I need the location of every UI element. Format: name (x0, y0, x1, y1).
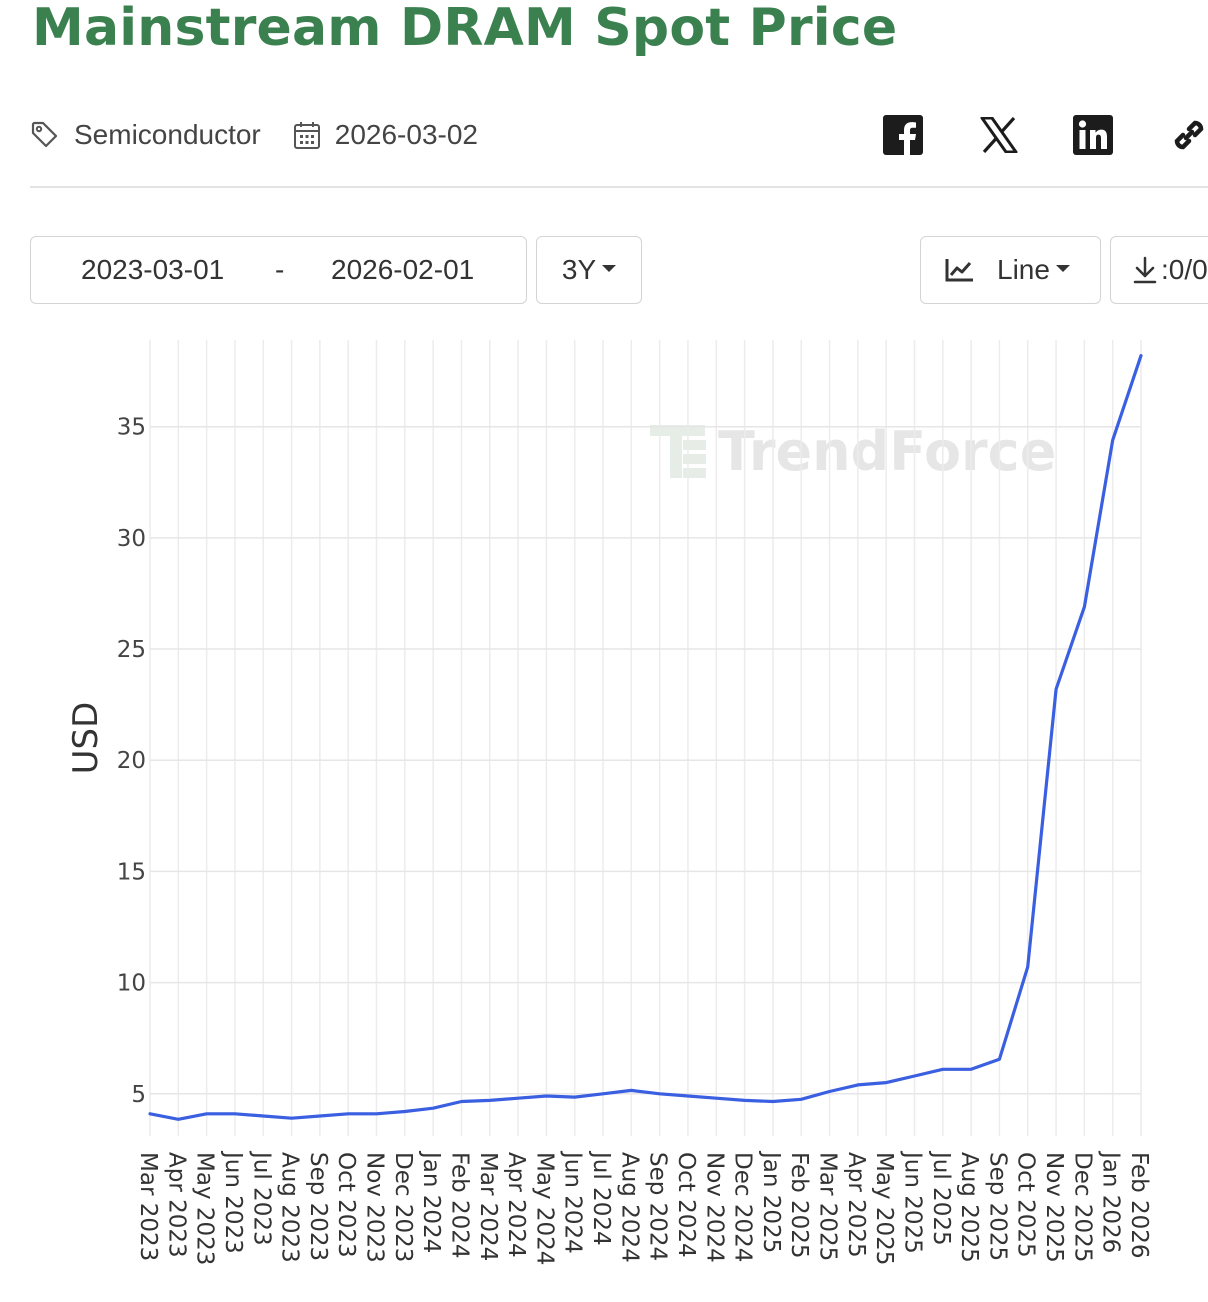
chevron-down-icon (602, 264, 617, 272)
x-tick-label: May 2024 (531, 1152, 557, 1265)
page-title: Mainstream DRAM Spot Price (32, 0, 898, 58)
watermark-text: TrendForce (718, 420, 1056, 483)
y-tick-label: 15 (117, 859, 146, 885)
x-tick-label: Feb 2026 (1126, 1152, 1152, 1259)
x-tick-label: Nov 2025 (1041, 1152, 1067, 1263)
price-series-line (148, 354, 1143, 1121)
share-x-button[interactable] (978, 114, 1020, 156)
publish-date: 2026-03-02 (293, 119, 478, 151)
period-dropdown[interactable]: 3Y (536, 236, 642, 304)
x-tick-label: Jun 2024 (560, 1150, 586, 1254)
start-date-input[interactable]: 2023-03-01 (81, 254, 225, 285)
article-meta: Semiconductor 2026-03-02 (30, 112, 478, 158)
share-linkedin-button[interactable] (1072, 114, 1114, 156)
linkedin-icon (1073, 115, 1113, 155)
x-tick-label: Oct 2025 (1013, 1152, 1039, 1258)
calendar-icon (293, 122, 320, 149)
download-button[interactable]: :0/0 (1110, 236, 1208, 304)
x-tick-label: Apr 2025 (843, 1152, 869, 1258)
x-tick-label: Jun 2025 (899, 1150, 925, 1254)
end-date-input[interactable]: 2026-02-01 (331, 254, 475, 285)
x-tick-label: Sep 2023 (305, 1152, 331, 1261)
share-facebook-button[interactable] (882, 114, 924, 156)
x-tick-label: Dec 2025 (1069, 1152, 1095, 1262)
x-tick-label: Sep 2025 (984, 1152, 1010, 1261)
chart-type-dropdown[interactable]: Line (920, 236, 1101, 304)
facebook-icon (883, 115, 923, 155)
period-label: 3Y (561, 254, 597, 285)
date-range-picker[interactable]: 2023-03-01 - 2026-02-01 (30, 236, 527, 304)
chart-type-label: Line (997, 254, 1050, 285)
download-label: :0/0 (1161, 254, 1208, 285)
x-tick-label: Jan 2025 (758, 1150, 784, 1253)
x-tick-label: Jan 2024 (418, 1150, 444, 1253)
y-tick-label: 35 (117, 415, 146, 441)
x-tick-label: Jan 2026 (1098, 1150, 1124, 1253)
x-tick-label: Mar 2024 (475, 1152, 501, 1261)
x-tick-label: Nov 2023 (362, 1152, 388, 1263)
x-tick-label: May 2025 (871, 1152, 897, 1265)
download-icon (1133, 256, 1157, 284)
x-tick-label: Aug 2024 (616, 1152, 642, 1263)
link-icon (1174, 120, 1204, 150)
x-tick-label: Mar 2023 (135, 1152, 161, 1261)
x-tick-label: Aug 2025 (956, 1152, 982, 1263)
tag-icon (31, 121, 58, 148)
x-tick-label: May 2023 (192, 1152, 218, 1265)
share-bar (880, 112, 1208, 158)
watermark: TrendForce (650, 420, 1056, 483)
x-tick-label: Jul 2025 (928, 1150, 954, 1246)
x-tick-label: Oct 2023 (333, 1152, 359, 1258)
x-tick-label: Aug 2023 (277, 1152, 303, 1263)
line-chart-icon (945, 259, 973, 282)
x-tick-label: Oct 2024 (673, 1152, 699, 1258)
copy-link-button[interactable] (1168, 114, 1208, 156)
category[interactable]: Semiconductor (30, 119, 261, 151)
y-tick-label: 5 (131, 1082, 146, 1108)
x-tick-label: Feb 2024 (446, 1152, 472, 1259)
x-tick-label: Nov 2024 (701, 1152, 727, 1263)
x-twitter-icon (980, 117, 1018, 153)
category-label: Semiconductor (74, 119, 261, 150)
y-tick-label: 25 (117, 637, 146, 663)
y-tick-label: 20 (117, 748, 146, 774)
y-tick-label: 30 (117, 526, 146, 552)
y-tick-label: 10 (117, 971, 146, 997)
x-tick-label: Sep 2024 (645, 1152, 671, 1261)
chevron-down-icon (1055, 264, 1070, 272)
x-tick-label: Apr 2024 (503, 1152, 529, 1258)
x-tick-label: Dec 2023 (390, 1152, 416, 1262)
x-tick-label: Jun 2023 (220, 1150, 246, 1254)
date-range-separator: - (275, 254, 285, 285)
x-tick-label: Dec 2024 (730, 1152, 756, 1262)
x-tick-label: Jul 2023 (248, 1150, 274, 1246)
x-tick-label: Jul 2024 (588, 1150, 614, 1246)
publish-date-label: 2026-03-02 (334, 119, 478, 150)
y-axis-title: USD (66, 702, 106, 775)
x-tick-label: Apr 2023 (163, 1152, 189, 1258)
divider (30, 186, 1208, 188)
x-tick-label: Mar 2025 (815, 1152, 841, 1261)
x-tick-label: Feb 2025 (786, 1152, 812, 1259)
trendforce-logo-icon (650, 425, 706, 478)
